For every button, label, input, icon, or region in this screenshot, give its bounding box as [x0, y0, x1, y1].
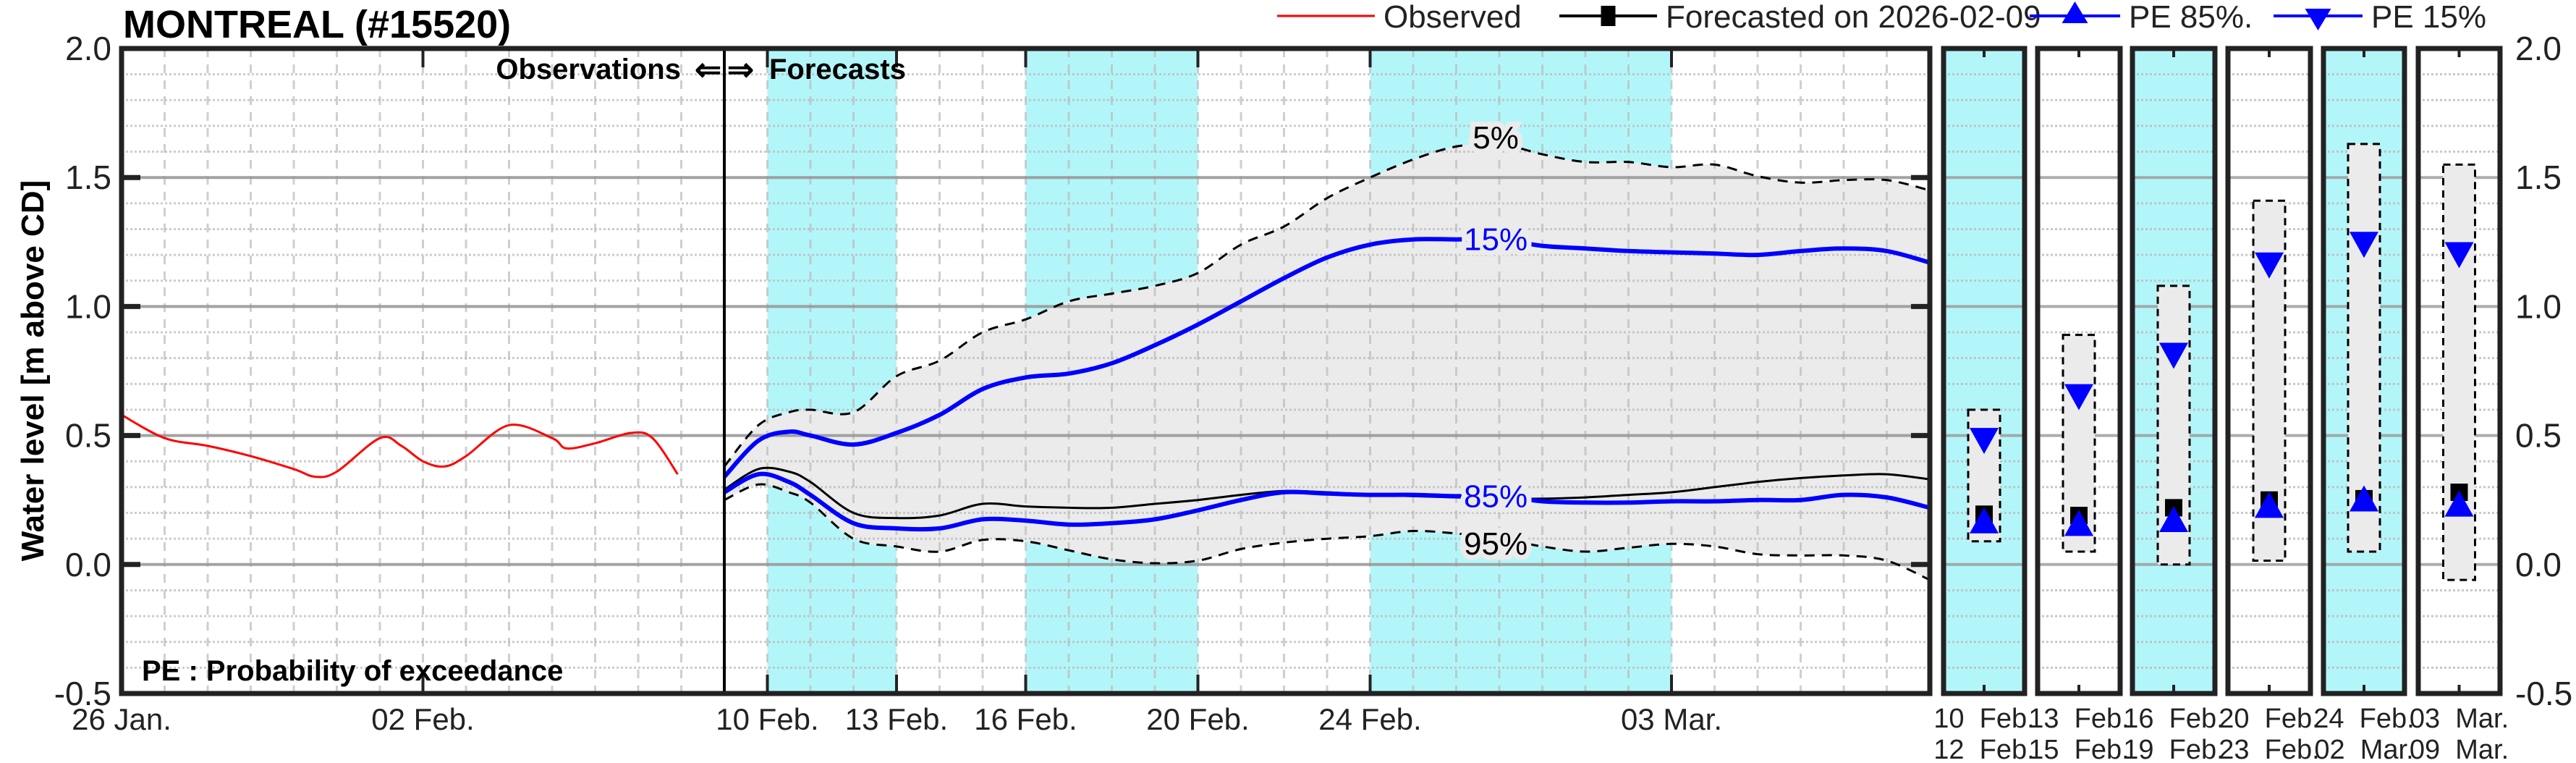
series-label-pe85: 85% [1464, 479, 1528, 514]
triangle-up-icon [2062, 1, 2088, 23]
pe15-triangle-down-marker [2444, 242, 2474, 269]
panel-period-end: 09 Mar. [2410, 735, 2509, 763]
pe15-triangle-down-marker [2255, 252, 2284, 279]
y-tick-label-right: 1.5 [2515, 159, 2562, 196]
legend-item: Observed [1277, 0, 1522, 35]
legend-label: Observed [1384, 0, 1522, 35]
pe85-triangle-up-marker [2444, 490, 2474, 517]
x-tick-label: 10 Feb. [716, 702, 818, 736]
period-panel: 16 Feb.19 Feb. [2123, 46, 2224, 763]
series-line-pe85 [723, 471, 1931, 532]
panel-period-end: 02 Mar. [2314, 735, 2413, 763]
triangle-down-icon [2305, 9, 2331, 30]
period-panel: 10 Feb.12 Feb. [1933, 46, 2035, 763]
panel-period-end: 23 Feb. [2219, 735, 2319, 763]
series-line-p95 [724, 483, 1931, 581]
series-line-p5 [723, 142, 1931, 468]
forecasts-label: Forecasts [769, 54, 906, 85]
panel-period-start: 03 Mar. [2410, 704, 2509, 734]
y-tick-label: -0.5 [54, 675, 111, 712]
shaded-period [767, 49, 897, 694]
arrow-right-icon: ⇒ [727, 52, 754, 88]
y-tick-label: 0.0 [65, 546, 111, 583]
y-tick-label: 2.0 [65, 30, 111, 67]
square-marker-icon [1601, 6, 1616, 26]
x-tick-label: 03 Mar. [1621, 702, 1722, 736]
y-tick-label: 0.5 [65, 417, 111, 455]
legend: Observed Forecasted on 2026-02-09 PE 85%. P… [1277, 0, 2486, 35]
panel-period-start: 20 Feb. [2219, 704, 2319, 734]
x-tick-label: 26 Jan. [72, 702, 171, 736]
legend-label: PE 15% [2371, 0, 2486, 35]
series-label-pe15: 15% [1464, 222, 1528, 258]
pe15-triangle-down-marker [2159, 342, 2188, 369]
y-tick-label-right: 0.5 [2515, 417, 2562, 455]
pe15-triangle-down-marker [2350, 232, 2378, 258]
period-panel: 24 Feb.02 Mar. [2313, 46, 2415, 763]
observations-label: Observations [496, 54, 681, 85]
panel-period-start: 24 Feb. [2313, 704, 2414, 734]
pe85-triangle-up-marker [2255, 492, 2284, 518]
observed-line [121, 413, 679, 479]
legend-item: Forecasted on 2026-02-09 [1559, 0, 2041, 35]
x-tick-label: 16 Feb. [974, 702, 1077, 736]
panel-period-end: 15 Feb. [2028, 735, 2129, 763]
pe15-triangle-down-marker [1970, 428, 1999, 455]
y-tick-label-right: 0.0 [2515, 546, 2562, 583]
panel-range-box [2442, 163, 2476, 581]
arrow-left-icon: ⇐ [695, 52, 721, 88]
pe-note: PE : Probability of exceedance [142, 655, 563, 687]
series-label-p95: 95% [1464, 526, 1528, 562]
period-panels: 10 Feb.12 Feb.13 Feb.15 Feb.16 Feb.19 Fe… [1933, 46, 2509, 763]
legend-label: PE 85%. [2129, 0, 2253, 35]
panel-period-start: 10 Feb. [1933, 704, 2034, 734]
y-tick-label-right: 1.0 [2515, 287, 2562, 325]
series-line-pe15 [722, 237, 1931, 479]
y-tick-label: 1.0 [65, 287, 111, 325]
y-axis-label: Water level [m above CD] [15, 180, 51, 562]
series-label-p5: 5% [1473, 120, 1519, 156]
pe85-triangle-up-marker [1970, 507, 1999, 534]
legend-item: PE 85%. [2030, 0, 2253, 35]
pe85-triangle-up-marker [2159, 505, 2188, 532]
x-tick-label: 13 Feb. [845, 702, 948, 736]
panel-range-box [2347, 143, 2381, 553]
y-tick-label-right: -0.5 [2515, 675, 2572, 712]
legend-item: PE 15% [2274, 0, 2486, 35]
panel-background [1944, 49, 2025, 694]
main-plot: 5% 15% 85% 95% 2.0 2.0 1.5 1.5 1.0 1.0 0.5 0.5 0.0 0.… [54, 30, 2573, 736]
y-tick-label: 1.5 [65, 159, 111, 196]
period-panel: 13 Feb.15 Feb. [2028, 46, 2130, 763]
x-tick-label: 24 Feb. [1318, 702, 1421, 736]
panel-period-start: 16 Feb. [2123, 704, 2224, 734]
x-tick-label: 20 Feb. [1146, 702, 1249, 736]
panel-period-start: 13 Feb. [2028, 704, 2129, 734]
y-tick-label-right: 2.0 [2515, 30, 2562, 67]
pe85-triangle-up-marker [2064, 510, 2093, 536]
chart-title: MONTREAL (#15520) [123, 3, 511, 46]
panel-period-end: 19 Feb. [2123, 735, 2224, 763]
x-tick-label: 02 Feb. [371, 702, 474, 736]
panel-period-end: 12 Feb. [1933, 735, 2034, 763]
period-panel: 20 Feb.23 Feb. [2219, 46, 2320, 763]
pe15-triangle-down-marker [2064, 384, 2093, 410]
legend-label: Forecasted on 2026-02-09 [1666, 0, 2041, 35]
pe85-triangle-up-marker [2350, 485, 2378, 512]
period-panel: 03 Mar.09 Mar. [2410, 46, 2509, 763]
